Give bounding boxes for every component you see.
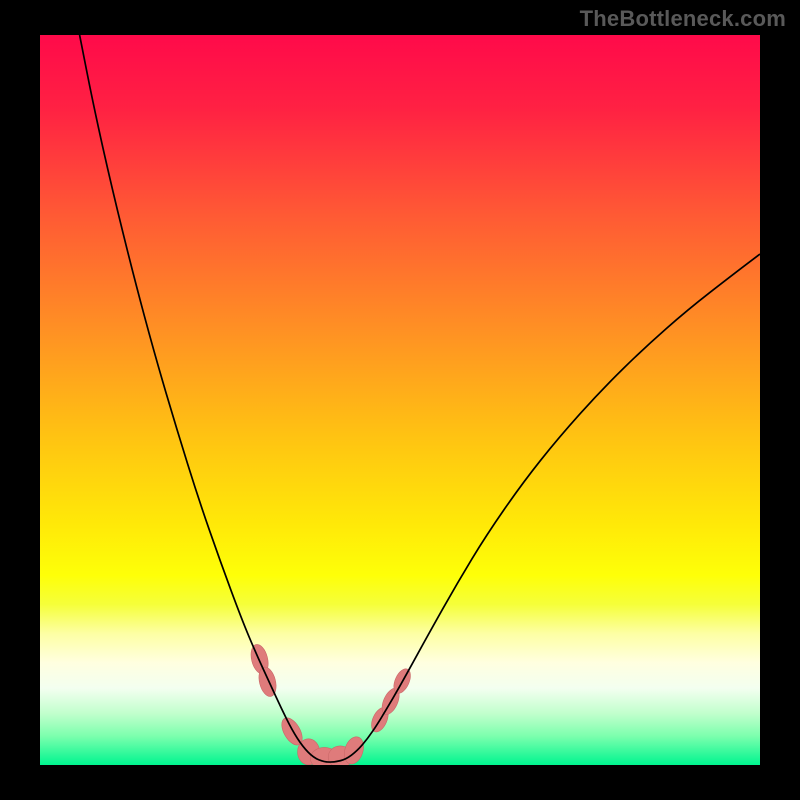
plot-area	[40, 35, 760, 765]
plot-svg	[40, 35, 760, 765]
watermark-text: TheBottleneck.com	[580, 6, 786, 32]
chart-background	[40, 35, 760, 765]
chart-container: TheBottleneck.com	[0, 0, 800, 800]
